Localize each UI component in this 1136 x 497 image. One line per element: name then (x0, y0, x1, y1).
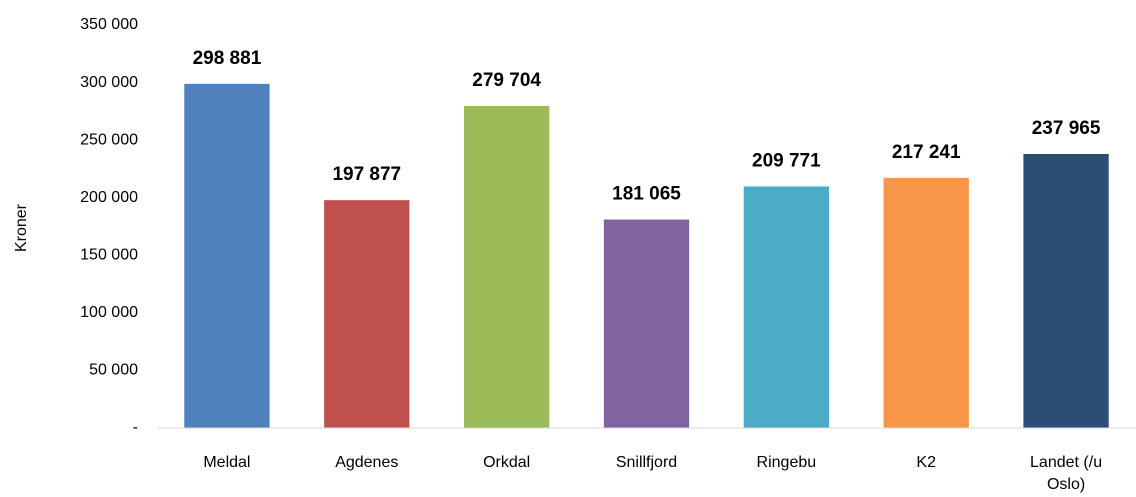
x-tick-label: Landet (/u Oslo) (1030, 454, 1103, 493)
value-label: 197 877 (332, 164, 401, 185)
bar (184, 83, 270, 429)
y-tick-label: 200 000 (80, 189, 138, 206)
bar (463, 105, 550, 428)
value-label: 279 704 (472, 70, 541, 91)
y-tick-label: 50 000 (89, 362, 138, 379)
x-tick-label: Agdenes (335, 454, 399, 471)
y-tick-label: - (133, 419, 138, 436)
y-tick-label: 250 000 (80, 131, 138, 148)
bar (324, 200, 410, 428)
bar (743, 186, 830, 428)
x-tick-label: K2 (916, 454, 936, 471)
x-tick-label: Meldal (203, 454, 251, 471)
x-tick-label: Snillfjord (615, 454, 678, 471)
y-axis-label: Kroner (13, 203, 30, 252)
x-tick-label: Ringebu (756, 454, 817, 471)
y-tick-label: 300 000 (80, 74, 138, 91)
value-label: 181 065 (612, 184, 681, 205)
value-label: 217 241 (892, 142, 961, 163)
value-label: 298 881 (193, 48, 262, 69)
bar (1023, 154, 1109, 428)
value-label: 237 965 (1032, 118, 1101, 139)
y-tick-label: 350 000 (80, 16, 138, 33)
bar (603, 219, 690, 428)
x-tick-label: Orkdal (483, 454, 531, 471)
y-tick-label: 150 000 (80, 247, 138, 264)
bar (883, 177, 969, 428)
value-label: 209 771 (752, 150, 821, 171)
y-tick-label: 100 000 (80, 304, 138, 321)
